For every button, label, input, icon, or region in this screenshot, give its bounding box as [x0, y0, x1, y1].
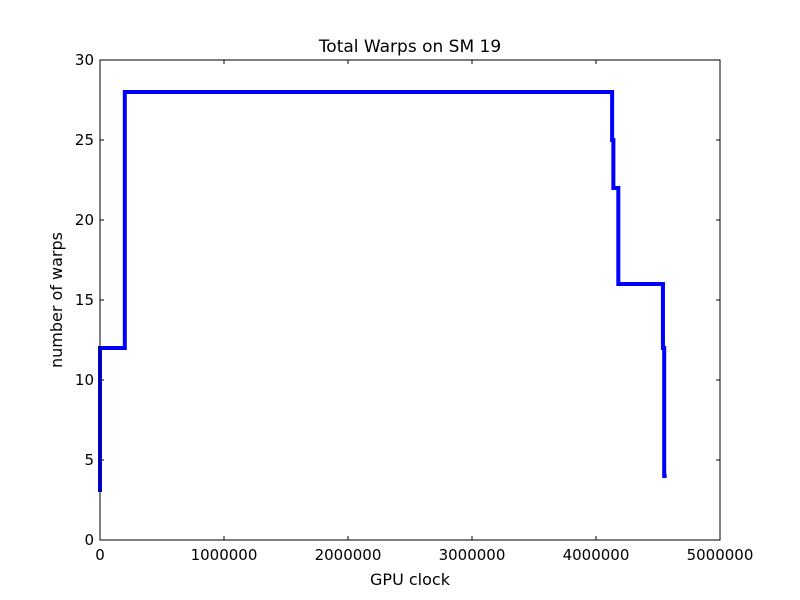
- y-axis-label: number of warps: [47, 232, 66, 368]
- y-tick-label: 5: [84, 451, 94, 469]
- chart-title: Total Warps on SM 19: [318, 37, 501, 57]
- y-tick-label: 25: [75, 131, 94, 149]
- x-axis-label: GPU clock: [370, 570, 451, 589]
- x-tick-label: 3000000: [439, 546, 506, 564]
- x-tick-label: 5000000: [687, 546, 754, 564]
- y-tick-label: 0: [84, 531, 94, 549]
- y-tick-label: 10: [75, 371, 94, 389]
- y-tick-label: 20: [75, 211, 94, 229]
- x-tick-label: 0: [95, 546, 105, 564]
- x-tick-label: 4000000: [563, 546, 630, 564]
- x-tick-label: 1000000: [191, 546, 258, 564]
- tick-layer: 0 1000000 2000000 3000000 4000000 5000000 0 5 10…: [75, 51, 754, 564]
- plot-area: [100, 60, 720, 540]
- y-tick-label: 30: [75, 51, 94, 69]
- x-tick-label: 2000000: [315, 546, 382, 564]
- y-tick-label: 15: [75, 291, 94, 309]
- series-layer: [98, 90, 667, 492]
- series-line-0: [98, 90, 667, 492]
